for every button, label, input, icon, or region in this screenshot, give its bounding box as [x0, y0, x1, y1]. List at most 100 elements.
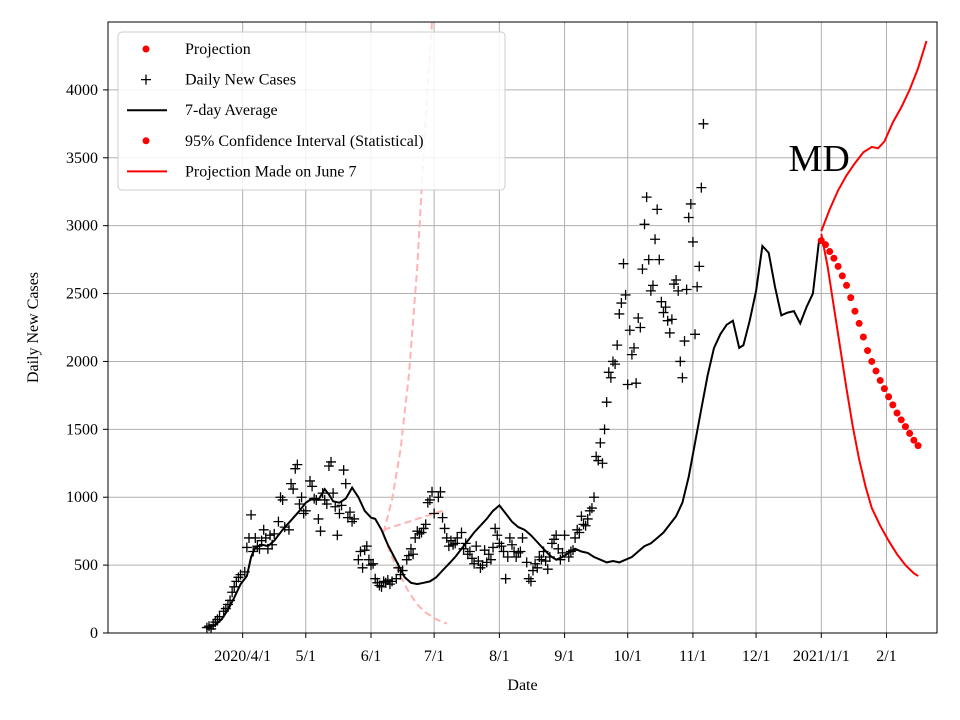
- daily-case-marker: [422, 497, 433, 508]
- daily-case-marker: [307, 481, 318, 492]
- daily-case-marker: [635, 322, 646, 333]
- daily-case-marker: [492, 530, 503, 541]
- daily-case-marker: [607, 356, 618, 367]
- daily-case-marker: [610, 359, 621, 370]
- projection-dot: [826, 247, 834, 255]
- projection-dot: [843, 281, 851, 289]
- daily-case-marker: [517, 532, 528, 543]
- daily-case-marker: [662, 315, 673, 326]
- daily-case-marker: [696, 182, 707, 193]
- daily-case-marker: [382, 575, 393, 586]
- daily-case-marker: [616, 298, 627, 309]
- projection-dot: [901, 423, 909, 431]
- daily-case-marker: [586, 503, 597, 514]
- daily-case-marker: [597, 458, 608, 469]
- daily-case-marker: [605, 372, 616, 383]
- daily-case-marker: [288, 484, 299, 495]
- x-tick-label: 11/1: [679, 648, 707, 665]
- daily-case-marker: [330, 501, 341, 512]
- x-tick-label: 7/1: [424, 648, 444, 665]
- daily-case-marker: [532, 562, 543, 573]
- daily-case-marker: [319, 494, 330, 505]
- daily-case-marker: [290, 463, 301, 474]
- confidence-interval-line: [820, 233, 919, 577]
- daily-case-marker: [485, 554, 496, 565]
- daily-case-marker: [578, 519, 589, 530]
- daily-case-marker: [418, 523, 429, 534]
- x-tick-label: 8/1: [489, 648, 509, 665]
- daily-case-marker: [633, 312, 644, 323]
- daily-case-marker: [410, 532, 421, 543]
- daily-case-marker: [656, 296, 667, 307]
- legend: Projection Daily New Cases 7-day Average 95…: [117, 31, 506, 191]
- daily-case-marker: [513, 547, 524, 558]
- daily-case-marker: [231, 576, 242, 587]
- daily-case-marker: [473, 556, 484, 567]
- daily-case-marker: [620, 289, 631, 300]
- daily-case-marker: [269, 528, 280, 539]
- daily-case-marker: [357, 562, 368, 573]
- daily-case-marker: [294, 499, 305, 510]
- daily-case-marker: [523, 573, 534, 584]
- daily-case-marker: [448, 539, 459, 550]
- daily-case-marker: [599, 424, 610, 435]
- daily-case-marker: [559, 530, 570, 541]
- daily-case-marker: [504, 532, 515, 543]
- x-tick-label: 5/1: [296, 648, 316, 665]
- legend-entry: 7-day Average: [127, 102, 278, 119]
- daily-case-marker: [624, 325, 635, 336]
- daily-case-marker: [277, 494, 288, 505]
- daily-case-marker: [344, 507, 355, 518]
- daily-case-marker: [408, 549, 419, 560]
- daily-case-marker: [437, 512, 448, 523]
- daily-case-marker: [671, 274, 682, 285]
- daily-case-marker: [326, 456, 337, 467]
- daily-case-marker: [353, 554, 364, 565]
- daily-case-marker: [313, 513, 324, 524]
- daily-case-marker: [315, 526, 326, 537]
- daily-case-marker: [467, 553, 478, 564]
- daily-case-marker: [366, 560, 377, 571]
- daily-case-marker: [698, 118, 709, 129]
- daily-case-marker: [506, 539, 517, 550]
- daily-case-marker: [530, 558, 541, 569]
- daily-case-marker: [694, 261, 705, 272]
- daily-case-marker: [368, 558, 379, 569]
- y-tick-label: 1500: [66, 421, 98, 438]
- daily-case-marker: [536, 554, 547, 565]
- daily-case-marker: [241, 542, 252, 553]
- daily-case-marker: [511, 551, 522, 562]
- state-annotation: MD: [789, 138, 850, 180]
- daily-case-marker: [332, 530, 343, 541]
- daily-case-marker: [643, 254, 654, 265]
- y-tick-label: 3500: [66, 150, 98, 167]
- legend-dot-symbol: [142, 137, 150, 145]
- daily-case-marker: [334, 508, 345, 519]
- legend-label: Projection: [185, 41, 251, 58]
- projection-dot: [914, 442, 922, 450]
- daily-case-marker: [660, 302, 671, 313]
- daily-case-marker: [391, 573, 402, 584]
- daily-case-marker: [654, 254, 665, 265]
- daily-case-marker: [639, 219, 650, 230]
- projection-dot: [830, 254, 838, 262]
- daily-case-marker: [591, 451, 602, 462]
- legend-dot-symbol: [142, 45, 150, 53]
- daily-case-marker: [456, 527, 467, 538]
- daily-case-marker: [464, 546, 475, 557]
- x-axis-ticks: 2020/4/1 5/1 6/1 7/1 8/1 9/1 10/1 11/1 12/1 2021/…: [214, 633, 897, 665]
- daily-case-marker: [424, 494, 435, 505]
- daily-case-marker: [496, 541, 507, 552]
- daily-case-marker: [515, 546, 526, 557]
- daily-case-marker: [439, 523, 450, 534]
- projection-dot: [868, 357, 876, 365]
- y-tick-label: 0: [90, 625, 98, 642]
- daily-case-marker: [647, 280, 658, 291]
- daily-case-marker: [546, 538, 557, 549]
- daily-case-marker: [528, 565, 539, 576]
- daily-case-marker: [580, 520, 591, 531]
- daily-case-marker: [405, 543, 416, 554]
- daily-case-marker: [574, 527, 585, 538]
- projection-dot: [847, 294, 855, 302]
